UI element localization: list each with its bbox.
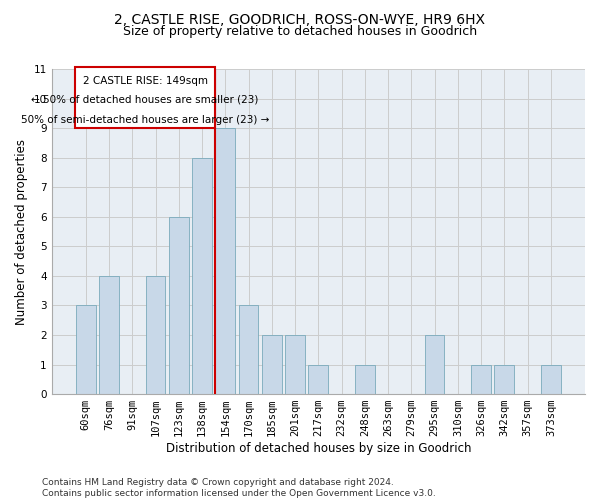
Bar xyxy=(494,364,514,394)
Text: ← 50% of detached houses are smaller (23): ← 50% of detached houses are smaller (23… xyxy=(31,94,259,104)
Bar xyxy=(215,128,235,394)
Bar xyxy=(146,276,166,394)
Bar xyxy=(425,335,445,394)
Text: Size of property relative to detached houses in Goodrich: Size of property relative to detached ho… xyxy=(123,25,477,38)
Text: 50% of semi-detached houses are larger (23) →: 50% of semi-detached houses are larger (… xyxy=(21,116,269,126)
Bar xyxy=(192,158,212,394)
Bar xyxy=(76,66,215,128)
Bar xyxy=(99,276,119,394)
Bar xyxy=(471,364,491,394)
Bar xyxy=(285,335,305,394)
Text: 2, CASTLE RISE, GOODRICH, ROSS-ON-WYE, HR9 6HX: 2, CASTLE RISE, GOODRICH, ROSS-ON-WYE, H… xyxy=(115,12,485,26)
X-axis label: Distribution of detached houses by size in Goodrich: Distribution of detached houses by size … xyxy=(166,442,471,455)
Bar xyxy=(355,364,375,394)
Bar xyxy=(308,364,328,394)
Bar xyxy=(76,306,95,394)
Text: Contains HM Land Registry data © Crown copyright and database right 2024.
Contai: Contains HM Land Registry data © Crown c… xyxy=(42,478,436,498)
Bar xyxy=(239,306,259,394)
Bar xyxy=(169,217,188,394)
Bar xyxy=(541,364,561,394)
Text: 2 CASTLE RISE: 149sqm: 2 CASTLE RISE: 149sqm xyxy=(83,76,208,86)
Bar xyxy=(262,335,282,394)
Y-axis label: Number of detached properties: Number of detached properties xyxy=(15,138,28,324)
